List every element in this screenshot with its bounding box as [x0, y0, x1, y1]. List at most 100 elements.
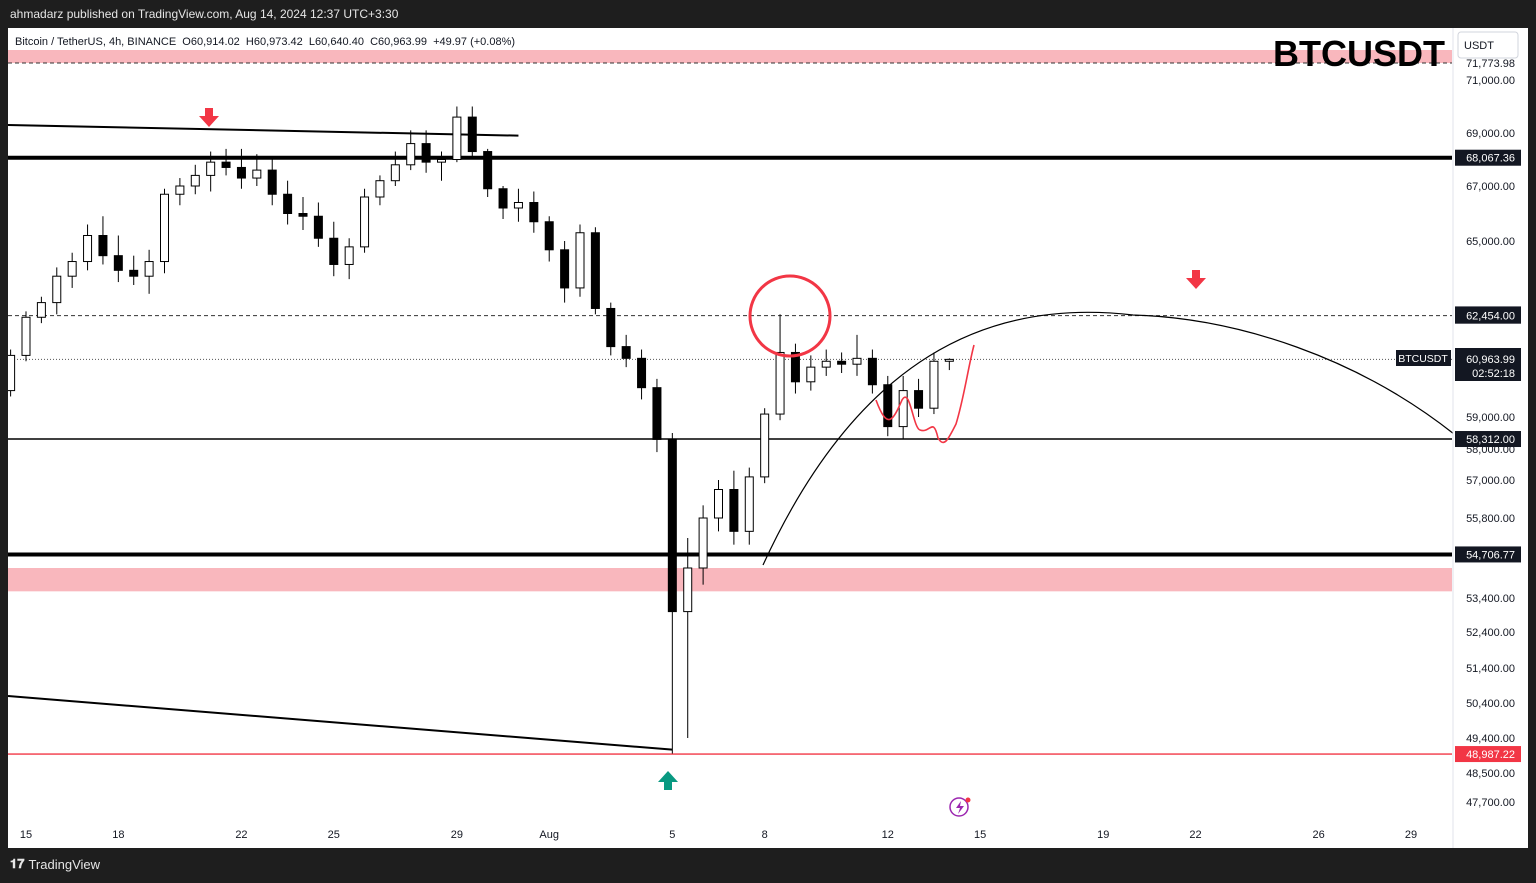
candle [698, 505, 708, 585]
annotations-layer [199, 108, 1455, 817]
candle [329, 221, 339, 277]
candle-body [344, 246, 354, 265]
candle-body [221, 161, 231, 168]
zone-rect [8, 568, 1452, 592]
candle [683, 538, 693, 738]
candle [483, 148, 493, 197]
candle [652, 378, 662, 453]
candle [760, 408, 770, 484]
candle [467, 106, 477, 160]
candle-body [513, 202, 523, 209]
footer-brand: TradingView [28, 857, 101, 872]
candle [714, 480, 723, 532]
candle-body [390, 164, 400, 182]
price-label: 48,987.22 [1455, 746, 1521, 763]
candle [390, 151, 400, 186]
candle-body [329, 237, 339, 265]
candle-body [52, 275, 62, 304]
x-tick-label: 26 [1313, 829, 1325, 841]
candle-body [313, 215, 323, 239]
candle-body [914, 390, 924, 409]
trendline [7, 124, 519, 137]
y-tick-label: 65,000.00 [1466, 236, 1515, 248]
candle-body [98, 235, 108, 257]
candle-body [83, 235, 93, 263]
zone-rect [8, 50, 1452, 63]
price-label-text: 68,067.36 [1466, 153, 1515, 165]
current-price-tag: BTCUSDT 60,963.99 02:52:18 [1396, 348, 1521, 381]
candle [867, 349, 877, 394]
down-arrow-icon [1186, 270, 1206, 289]
currency-box[interactable] [1457, 31, 1519, 59]
candle-body [160, 193, 169, 263]
last-price-text: 60,963.99 [1466, 354, 1515, 366]
candle [129, 255, 139, 285]
candle-body [867, 357, 877, 386]
candle [298, 197, 308, 230]
candle-body [175, 185, 185, 195]
y-tick-label: 59,000.00 [1466, 412, 1515, 424]
candle-body [714, 489, 723, 519]
x-tick-label: 15 [20, 829, 32, 841]
price-label: 68,067.36 [1455, 149, 1521, 166]
candle [52, 267, 62, 315]
candle-body [67, 261, 77, 277]
tradingview-logo-icon: 𝟏𝟕 [10, 857, 25, 872]
candle-body [944, 358, 954, 362]
candle [221, 148, 231, 176]
x-tick-label: 25 [328, 829, 340, 841]
candle [160, 188, 169, 274]
price-chart[interactable]: Bitcoin / TetherUS, 4h, BINANCE O60,914.… [6, 28, 1528, 848]
candle-body [637, 357, 647, 389]
candle [236, 148, 246, 189]
tradingview-logo[interactable]: 𝟏𝟕 TradingView [10, 857, 100, 872]
candle [821, 349, 831, 376]
candle-body [21, 316, 31, 356]
candle [944, 358, 954, 371]
candle-body [652, 387, 662, 440]
candle [83, 224, 93, 271]
levels-layer [8, 62, 1452, 755]
candle-body [729, 489, 739, 532]
chart-title: BTCUSDT [1273, 33, 1445, 74]
candle-body [421, 143, 431, 163]
candle-body [283, 193, 293, 214]
x-tick-label: 29 [451, 829, 463, 841]
candle [98, 216, 108, 265]
y-tick-label: 69,000.00 [1466, 128, 1515, 140]
candle [637, 349, 647, 400]
candle [283, 180, 293, 225]
candle-body [898, 390, 908, 428]
y-tick-label: 49,400.00 [1466, 733, 1515, 745]
candle-body [467, 116, 477, 153]
down-arrow-icon [199, 108, 219, 127]
candle [313, 202, 323, 247]
x-tick-label: 8 [762, 829, 768, 841]
candle-body [437, 159, 446, 163]
chart-frame[interactable]: Bitcoin / TetherUS, 4h, BINANCE O60,914.… [6, 28, 1528, 848]
y-tick-label: 55,800.00 [1466, 513, 1515, 525]
candle [67, 252, 77, 288]
candle [667, 433, 677, 754]
candle-body [206, 161, 216, 176]
candle-body [590, 232, 600, 309]
publisher-bar: ahmadarz published on TradingView.com, A… [0, 0, 1536, 28]
candle-body [852, 357, 862, 365]
x-tick-label: 22 [235, 829, 247, 841]
price-label-bg [1455, 149, 1521, 166]
y-tick-label: 57,000.00 [1466, 475, 1515, 487]
candle [144, 249, 154, 294]
candle [560, 241, 570, 303]
countdown-text: 02:52:18 [1472, 368, 1515, 380]
price-label: 58,312.00 [1455, 431, 1521, 448]
candle-body [929, 360, 939, 409]
candle [898, 375, 908, 440]
candle-body [267, 169, 277, 195]
price-label-bg [1455, 431, 1521, 448]
lightning-icon[interactable] [949, 797, 971, 817]
price-label-text: 48,987.22 [1466, 749, 1515, 761]
candle-body [683, 567, 693, 613]
candle-body [821, 360, 831, 368]
candle-body [806, 366, 816, 383]
candle-body [775, 351, 785, 415]
